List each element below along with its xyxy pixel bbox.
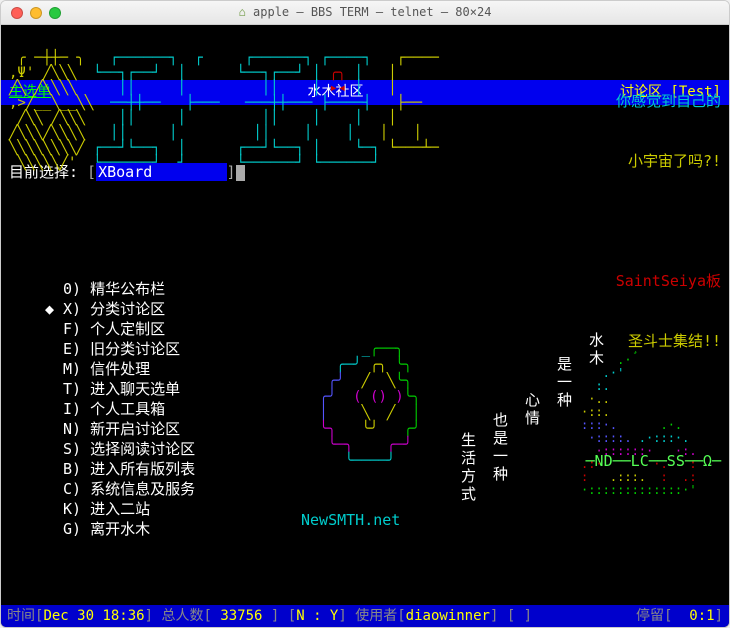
slogan-col-3: 心情 [525, 391, 540, 427]
menu-item-S[interactable]: S) 选择阅读讨论区 [63, 439, 195, 459]
menu-item-0[interactable]: 0) 精华公布栏 [63, 279, 195, 299]
main-menu: 0) 精华公布栏X) 分类讨论区F) 个人定制区E) 旧分类讨论区M) 信件处理… [63, 279, 195, 539]
menu-item-G[interactable]: G) 离开水木 [63, 519, 195, 539]
slogan-col-1: 生活方式 [461, 431, 476, 503]
promo-line-2: 小宇宙了吗?! [586, 151, 721, 171]
close-button[interactable] [11, 7, 23, 19]
menu-item-F[interactable]: F) 个人定制区 [63, 319, 195, 339]
menu-item-C[interactable]: C) 系统信息及服务 [63, 479, 195, 499]
mac-titlebar: ⌂ apple — BBS TERM — telnet — 80×24 [1, 1, 729, 25]
window-title: ⌂ apple — BBS TERM — telnet — 80×24 [1, 5, 729, 21]
menu-item-X[interactable]: X) 分类讨论区 [63, 299, 195, 319]
menu-item-M[interactable]: M) 信件处理 [63, 359, 195, 379]
minimize-button[interactable] [30, 7, 42, 19]
slogan-col-4: 是一种 [557, 355, 572, 409]
slogan-col-2: 也是一种 [493, 411, 508, 483]
menu-item-K[interactable]: K) 进入二站 [63, 499, 195, 519]
ascii-art-snail: ¸ .· .·' :. ·.. ·::. :::·. .·. ·::::. .·… [581, 341, 697, 497]
zoom-button[interactable] [49, 7, 61, 19]
menu-item-T[interactable]: T) 进入聊天选单 [63, 379, 195, 399]
promo-line-1: 你感觉到自己的 [586, 91, 721, 111]
menu-item-E[interactable]: E) 旧分类讨论区 [63, 339, 195, 359]
menu-item-N[interactable]: N) 新开启讨论区 [63, 419, 195, 439]
ascii-art-logo: ╭ ─┼┼─ ╮ ┌──────┐ ┌ ┌──────┐ ┌────┐ ┌───… [9, 51, 439, 171]
menu-item-B[interactable]: B) 进入所有版列表 [63, 459, 195, 479]
menu-item-I[interactable]: I) 个人工具箱 [63, 399, 195, 419]
brand-text: NewSMTH.net [301, 511, 400, 531]
ascii-art-flower: _╭──╮ ╭─╯ ╭╮ ╰╮ ╭╯ ╱ ╲╰╮ ╭╯ ( () )╰╮ │ ╲… [311, 341, 421, 469]
home-icon: ⌂ [239, 5, 253, 19]
promo-line-3: SaintSeiya板 [586, 271, 721, 291]
terminal-screen[interactable]: 主选单 水木社区 讨论区 [Test] 目前选择: [XBoard ] ╭ ─┼… [1, 25, 729, 627]
terminal-window: ⌂ apple — BBS TERM — telnet — 80×24 主选单 … [0, 0, 730, 628]
window-controls [1, 7, 61, 19]
status-bar: 时间[Dec 30 18:36] 总人数[ 33756 ] [N : Y] 使用… [1, 605, 729, 627]
